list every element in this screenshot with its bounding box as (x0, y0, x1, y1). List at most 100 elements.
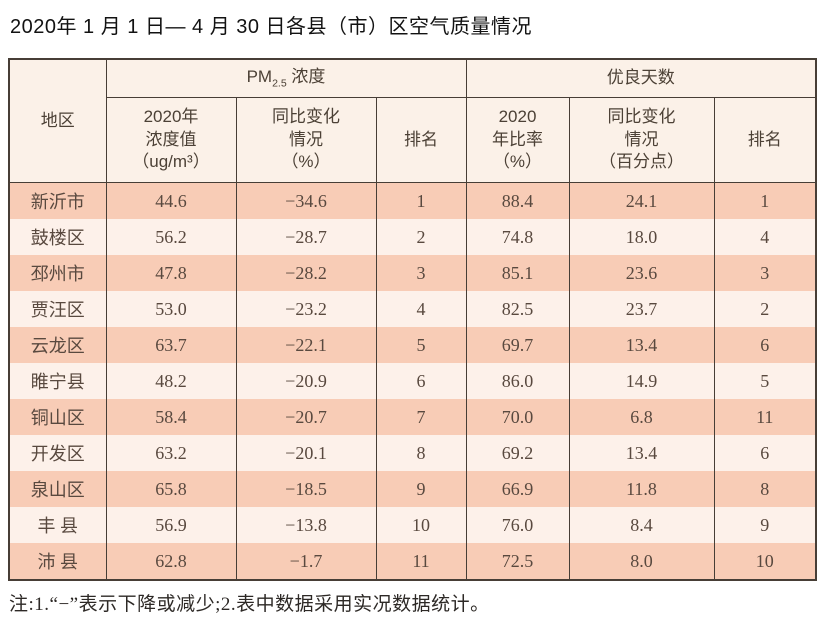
region-cell: 睢宁县 (8, 363, 107, 399)
rate-rank-cell: 2 (713, 291, 817, 327)
col-header-pm25-value: 2020年 浓度值 （ug/m³） (105, 97, 237, 183)
pm25-change-cell: −28.7 (235, 219, 377, 255)
pm25-rank-cell: 1 (375, 182, 467, 219)
pm25-value-cell: 47.8 (105, 255, 237, 291)
rate-cell: 88.4 (465, 182, 570, 219)
pm25-value-cell: 62.8 (105, 543, 237, 580)
pm25-value-cell: 48.2 (105, 363, 237, 399)
rate-change-cell: 13.4 (568, 435, 715, 471)
rate-cell: 70.0 (465, 399, 570, 435)
rate-rank-cell: 4 (713, 219, 817, 255)
rate-change-cell: 24.1 (568, 182, 715, 219)
pm25-label-prefix: PM (246, 66, 273, 86)
pm25-change-cell: −20.1 (235, 435, 377, 471)
table-row: 沛 县 62.8 −1.7 11 72.5 8.0 10 (8, 543, 817, 580)
rate-change-cell: 8.4 (568, 507, 715, 543)
region-cell: 泉山区 (8, 471, 107, 507)
pm25-rank-cell: 7 (375, 399, 467, 435)
pm25-rank-cell: 9 (375, 471, 467, 507)
rate-rank-cell: 5 (713, 363, 817, 399)
table-row: 邳州市 47.8 −28.2 3 85.1 23.6 3 (8, 255, 817, 291)
rate-cell: 74.8 (465, 219, 570, 255)
pm25-rank-cell: 11 (375, 543, 467, 580)
rate-rank-cell: 8 (713, 471, 817, 507)
pm25-change-cell: −28.2 (235, 255, 377, 291)
rate-change-cell: 6.8 (568, 399, 715, 435)
col-group-good-days: 优良天数 (465, 59, 817, 98)
region-cell: 沛 县 (8, 543, 107, 580)
footnote: 注:1.“−”表示下降或减少;2.表中数据采用实况数据统计。 (9, 594, 490, 615)
col-header-rate-change: 同比变化 情况 （百分点） (568, 97, 715, 183)
header-group-row: 地区 PM2.5 浓度 优良天数 (8, 59, 817, 183)
table-row: 开发区 63.2 −20.1 8 69.2 13.4 6 (8, 435, 817, 471)
col-header-rate-rank: 排名 (713, 97, 817, 183)
col-group-pm25: PM2.5 浓度 (105, 59, 467, 98)
pm25-change-cell: −18.5 (235, 471, 377, 507)
pm25-rank-cell: 4 (375, 291, 467, 327)
pm25-change-cell: −34.6 (235, 182, 377, 219)
pm25-value-cell: 63.2 (105, 435, 237, 471)
table-row: 鼓楼区 56.2 −28.7 2 74.8 18.0 4 (8, 219, 817, 255)
region-cell: 鼓楼区 (8, 219, 107, 255)
col-header-region: 地区 (8, 59, 107, 183)
table-row: 睢宁县 48.2 −20.9 6 86.0 14.9 5 (8, 363, 817, 399)
page-title: 2020年 1 月 1 日— 4 月 30 日各县（市）区空气质量情况 (10, 16, 533, 38)
pm25-rank-cell: 5 (375, 327, 467, 363)
rate-change-cell: 8.0 (568, 543, 715, 580)
region-cell: 邳州市 (8, 255, 107, 291)
region-cell: 云龙区 (8, 327, 107, 363)
pm25-change-cell: −20.7 (235, 399, 377, 435)
table-row: 贾汪区 53.0 −23.2 4 82.5 23.7 2 (8, 291, 817, 327)
table-header: 地区 PM2.5 浓度 优良天数 2020年 浓度值 （ug/m³） 同比变化 … (8, 59, 817, 183)
pm25-rank-cell: 10 (375, 507, 467, 543)
pm25-label-subscript: 2.5 (272, 77, 287, 90)
region-cell: 铜山区 (8, 399, 107, 435)
rate-change-cell: 13.4 (568, 327, 715, 363)
rate-cell: 72.5 (465, 543, 570, 580)
table-row: 新沂市 44.6 −34.6 1 88.4 24.1 1 (8, 182, 817, 219)
rate-cell: 82.5 (465, 291, 570, 327)
table-row: 云龙区 63.7 −22.1 5 69.7 13.4 6 (8, 327, 817, 363)
rate-rank-cell: 6 (713, 435, 817, 471)
rate-rank-cell: 3 (713, 255, 817, 291)
rate-cell: 76.0 (465, 507, 570, 543)
rate-cell: 86.0 (465, 363, 570, 399)
rate-rank-cell: 9 (713, 507, 817, 543)
pm25-change-cell: −22.1 (235, 327, 377, 363)
rate-cell: 69.2 (465, 435, 570, 471)
pm25-value-cell: 56.9 (105, 507, 237, 543)
rate-rank-cell: 10 (713, 543, 817, 580)
col-header-pm25-rank: 排名 (375, 97, 467, 183)
pm25-value-cell: 65.8 (105, 471, 237, 507)
region-cell: 开发区 (8, 435, 107, 471)
rate-rank-cell: 6 (713, 327, 817, 363)
pm25-change-cell: −20.9 (235, 363, 377, 399)
rate-cell: 66.9 (465, 471, 570, 507)
header-sub-row: 2020年 浓度值 （ug/m³） 同比变化 情况 （%） 排名 2020 年比… (9, 97, 817, 183)
pm25-value-cell: 63.7 (105, 327, 237, 363)
region-cell: 新沂市 (8, 182, 107, 219)
rate-cell: 69.7 (465, 327, 570, 363)
table-row: 泉山区 65.8 −18.5 9 66.9 11.8 8 (8, 471, 817, 507)
pm25-value-cell: 53.0 (105, 291, 237, 327)
region-cell: 贾汪区 (8, 291, 107, 327)
pm25-rank-cell: 8 (375, 435, 467, 471)
table-row: 铜山区 58.4 −20.7 7 70.0 6.8 11 (8, 399, 817, 435)
rate-rank-cell: 11 (713, 399, 817, 435)
pm25-value-cell: 44.6 (105, 182, 237, 219)
table-row: 丰 县 56.9 −13.8 10 76.0 8.4 9 (8, 507, 817, 543)
pm25-value-cell: 56.2 (105, 219, 237, 255)
rate-change-cell: 23.7 (568, 291, 715, 327)
rate-change-cell: 11.8 (568, 471, 715, 507)
table-body: 新沂市 44.6 −34.6 1 88.4 24.1 1 鼓楼区 56.2 −28.7 2 74.8… (8, 182, 817, 580)
rate-rank-cell: 1 (713, 182, 817, 219)
pm25-value-cell: 58.4 (105, 399, 237, 435)
rate-change-cell: 18.0 (568, 219, 715, 255)
pm25-change-cell: −13.8 (235, 507, 377, 543)
pm25-label-suffix: 浓度 (286, 66, 326, 86)
air-quality-table: 地区 PM2.5 浓度 优良天数 2020年 浓度值 （ug/m³） 同比变化 … (8, 58, 818, 581)
pm25-change-cell: −23.2 (235, 291, 377, 327)
region-cell: 丰 县 (8, 507, 107, 543)
col-header-rate: 2020 年比率 （%） (465, 97, 570, 183)
pm25-rank-cell: 2 (375, 219, 467, 255)
